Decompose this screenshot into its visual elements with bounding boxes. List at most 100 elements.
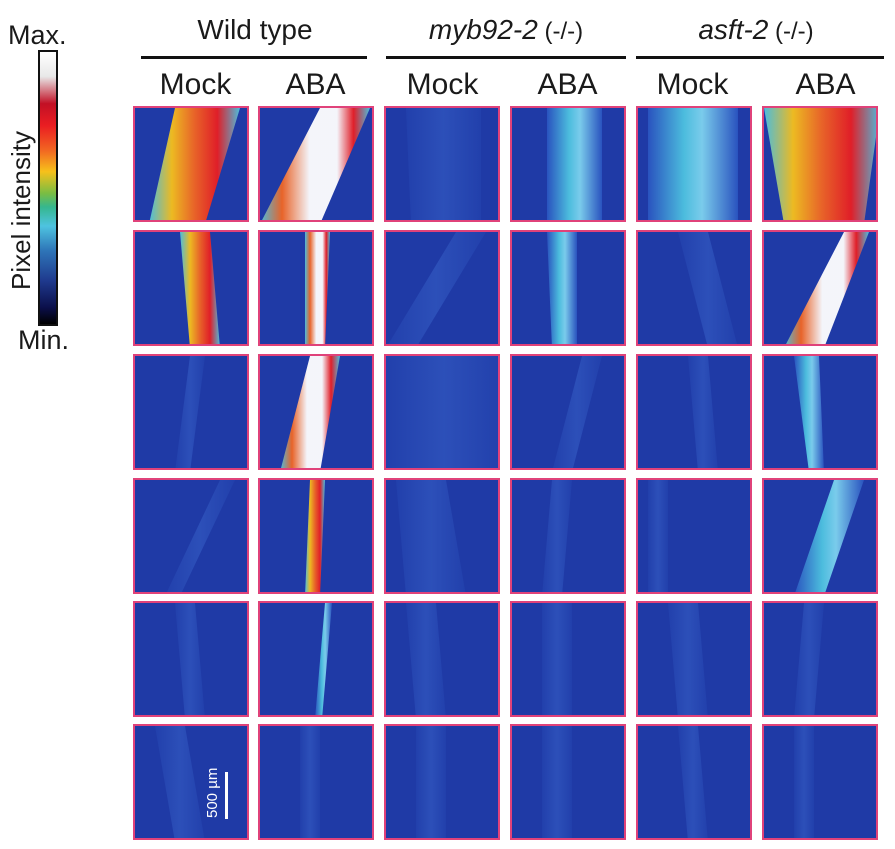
hypocotyl-shape xyxy=(648,480,668,592)
hypocotyl-shape xyxy=(678,726,708,838)
condition-label: Mock xyxy=(656,68,729,101)
micrograph-image xyxy=(512,480,624,592)
micrograph-panel xyxy=(762,106,878,222)
micrograph-image xyxy=(764,726,876,838)
panel-background xyxy=(764,726,876,838)
hypocotyl-shape xyxy=(388,232,486,344)
micrograph-panel xyxy=(258,354,374,470)
micrograph-panel xyxy=(133,106,249,222)
condition-label: ABA xyxy=(285,68,346,101)
micrograph-image xyxy=(386,726,498,838)
micrograph-image xyxy=(512,356,624,468)
micrograph-panel xyxy=(510,724,626,840)
micrograph-panel xyxy=(258,478,374,594)
micrograph-panel xyxy=(133,724,249,840)
micrograph-image xyxy=(512,726,624,838)
micrograph-image xyxy=(512,603,624,715)
hypocotyl-shape xyxy=(668,603,708,715)
micrograph-image xyxy=(386,356,498,468)
micrograph-panel xyxy=(384,601,500,717)
hypocotyl-shape xyxy=(786,232,869,344)
condition-label: ABA xyxy=(795,68,856,101)
micrograph-image xyxy=(386,108,498,220)
hypocotyl-shape xyxy=(764,108,876,220)
micrograph-panel xyxy=(258,230,374,346)
micrograph-image xyxy=(638,726,750,838)
micrograph-image xyxy=(386,480,498,592)
hypocotyl-shape xyxy=(175,356,205,468)
hypocotyl-shape xyxy=(166,480,235,592)
micrograph-panel xyxy=(636,601,752,717)
group-myb92-2: myb92-2 (-/-) xyxy=(390,16,622,44)
micrograph-panel xyxy=(762,354,878,470)
micrograph-panel xyxy=(133,478,249,594)
micrograph-panel xyxy=(384,230,500,346)
hypocotyl-shape xyxy=(794,603,824,715)
micrograph-image xyxy=(764,480,876,592)
micrograph-image xyxy=(260,108,372,220)
micrograph-image xyxy=(260,232,372,344)
micrograph-image xyxy=(638,108,750,220)
micrograph-image xyxy=(512,108,624,220)
micrograph-image xyxy=(135,356,247,468)
micrograph-panel xyxy=(133,354,249,470)
hypocotyl-shape xyxy=(305,480,325,592)
hypocotyl-shape xyxy=(396,480,466,592)
micrograph-panel xyxy=(510,478,626,594)
group-asft-2: asft-2 (-/-) xyxy=(640,16,872,44)
group-underline xyxy=(141,56,367,59)
micrograph-image xyxy=(135,232,247,344)
pixel-intensity-label: Pixel intensity xyxy=(6,131,36,290)
micrograph-panel xyxy=(636,724,752,840)
group-wild-type: Wild type xyxy=(145,16,365,44)
micrograph-image xyxy=(638,603,750,715)
micrograph-panel xyxy=(636,354,752,470)
hypocotyl-shape xyxy=(262,108,370,220)
micrograph-image xyxy=(135,726,247,838)
panel-background xyxy=(260,603,372,715)
condition-label: Mock xyxy=(406,68,479,101)
panel-background xyxy=(135,480,247,592)
micrograph-image xyxy=(764,603,876,715)
hypocotyl-shape xyxy=(180,232,220,344)
hypocotyl-shape xyxy=(547,108,602,220)
micrograph-image xyxy=(135,603,247,715)
hypocotyl-shape xyxy=(149,108,240,220)
micrograph-panel xyxy=(258,724,374,840)
group-genotype: (-/-) xyxy=(768,18,814,45)
micrograph-image xyxy=(260,356,372,468)
hypocotyl-shape xyxy=(315,603,332,715)
micrograph-image xyxy=(764,356,876,468)
hypocotyl-shape xyxy=(305,232,330,344)
hypocotyl-shape xyxy=(547,232,577,344)
micrograph-panel xyxy=(762,478,878,594)
micrograph-panel xyxy=(133,601,249,717)
micrograph-image xyxy=(638,480,750,592)
hypocotyl-shape xyxy=(648,108,738,220)
hypocotyl-shape xyxy=(794,356,824,468)
group-name: Wild type xyxy=(197,14,313,45)
micrograph-panel xyxy=(384,106,500,222)
hypocotyl-shape xyxy=(155,726,205,838)
scale-min-label: Min. xyxy=(18,325,70,355)
micrograph-panel xyxy=(258,601,374,717)
hypocotyl-shape xyxy=(416,726,446,838)
condition-label: Mock xyxy=(159,68,232,101)
micrograph-panel xyxy=(762,724,878,840)
hypocotyl-shape xyxy=(175,603,205,715)
hypocotyl-shape xyxy=(795,480,864,592)
micrograph-image xyxy=(260,480,372,592)
hypocotyl-shape xyxy=(794,726,814,838)
micrograph-panel xyxy=(384,354,500,470)
hypocotyl-shape xyxy=(300,726,320,838)
micrograph-image xyxy=(135,108,247,220)
condition-label: ABA xyxy=(537,68,598,101)
micrograph-image xyxy=(386,232,498,344)
micrograph-image xyxy=(512,232,624,344)
group-underline xyxy=(386,56,626,59)
hypocotyl-shape xyxy=(281,356,340,468)
micrograph-panel xyxy=(384,478,500,594)
micrograph-image xyxy=(135,480,247,592)
scale-bar-label: 500 µm xyxy=(204,767,221,818)
micrograph-panel xyxy=(762,601,878,717)
